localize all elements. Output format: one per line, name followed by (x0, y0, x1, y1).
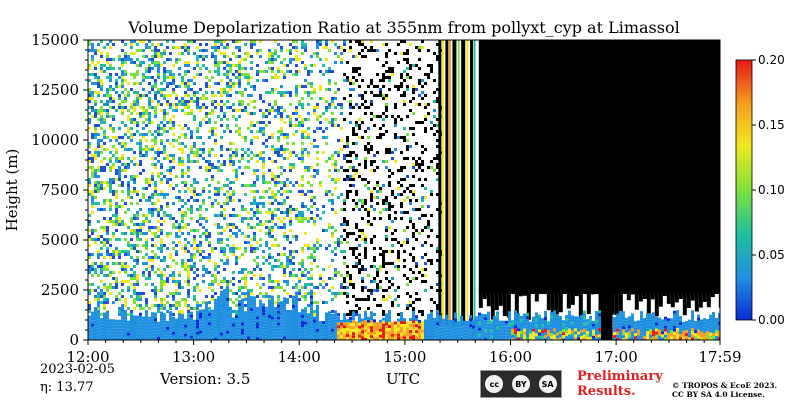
y-tick-label: 2500 (41, 281, 79, 299)
x-tick-label: 14:00 (278, 348, 321, 366)
preliminary-line-1: Preliminary (577, 369, 663, 384)
signal-stripe (473, 40, 476, 326)
copyright-line-2: CC BY SA 4.0 License. (672, 390, 765, 399)
signal-stripe (448, 40, 451, 326)
signal-stripe (445, 40, 449, 326)
preliminary-notice: Preliminary Results. (577, 369, 663, 399)
x-tick-label: 13:00 (172, 348, 215, 366)
y-axis-label: Height (m) (3, 149, 21, 232)
colorbar-tick-label: 0.00 (758, 313, 785, 327)
version-label: Version: 3.5 (160, 370, 251, 388)
x-axis: 12:00 13:00 14:00 15:00 16:00 17:00 17:59 (66, 340, 742, 366)
colorbar-ticks: 0.00 0.05 0.10 0.15 0.20 (752, 53, 785, 327)
x-axis-label: UTC (386, 370, 421, 388)
signal-stripe (470, 40, 474, 326)
colorbar-tick-label: 0.05 (758, 248, 785, 262)
signal-stripe (452, 40, 457, 326)
x-tick-label: 15:00 (383, 348, 426, 366)
colorbar-tick-label: 0.15 (758, 118, 785, 132)
eta-value: η: 13.77 (40, 380, 94, 395)
y-tick-label: 10000 (31, 131, 79, 149)
signal-stripe (457, 40, 460, 326)
signal-stripe (461, 40, 466, 326)
signal-stripe (466, 40, 469, 326)
preliminary-line-2: Results. (577, 384, 636, 399)
x-tick-label: 17:00 (595, 348, 638, 366)
copyright-notice: © TROPOS & EcoE 2023. CC BY SA 4.0 Licen… (672, 381, 777, 399)
copyright-line-1: © TROPOS & EcoE 2023. (672, 381, 778, 390)
measurement-date: 2023-02-05 (40, 362, 115, 377)
colorbar (735, 59, 753, 321)
y-tick-label: 5000 (41, 231, 79, 249)
y-tick-label: 15000 (31, 31, 79, 49)
x-tick-label: 16:00 (489, 348, 532, 366)
colorbar-tick-label: 0.20 (758, 53, 785, 67)
x-tick-label: 17:59 (698, 348, 741, 366)
y-tick-label: 7500 (41, 181, 79, 199)
colorbar-tick-label: 0.10 (758, 183, 785, 197)
chart-title: Volume Depolarization Ratio at 355nm fro… (127, 18, 679, 37)
sa-icon: SA (538, 375, 557, 393)
data-gap (598, 40, 613, 340)
cc-license-badge[interactable]: cc BY SA (480, 370, 562, 398)
plot-area (88, 40, 720, 340)
y-tick-label: 0 (69, 331, 79, 349)
y-axis: 0 2500 5000 7500 10000 12500 15000 (31, 31, 88, 349)
y-tick-label: 12500 (31, 81, 79, 99)
cc-icon: cc (485, 375, 504, 393)
signal-stripe (441, 40, 444, 326)
by-icon: BY (511, 375, 530, 393)
signal-stripe (438, 40, 442, 326)
x-tick-label: 12:00 (66, 348, 109, 366)
